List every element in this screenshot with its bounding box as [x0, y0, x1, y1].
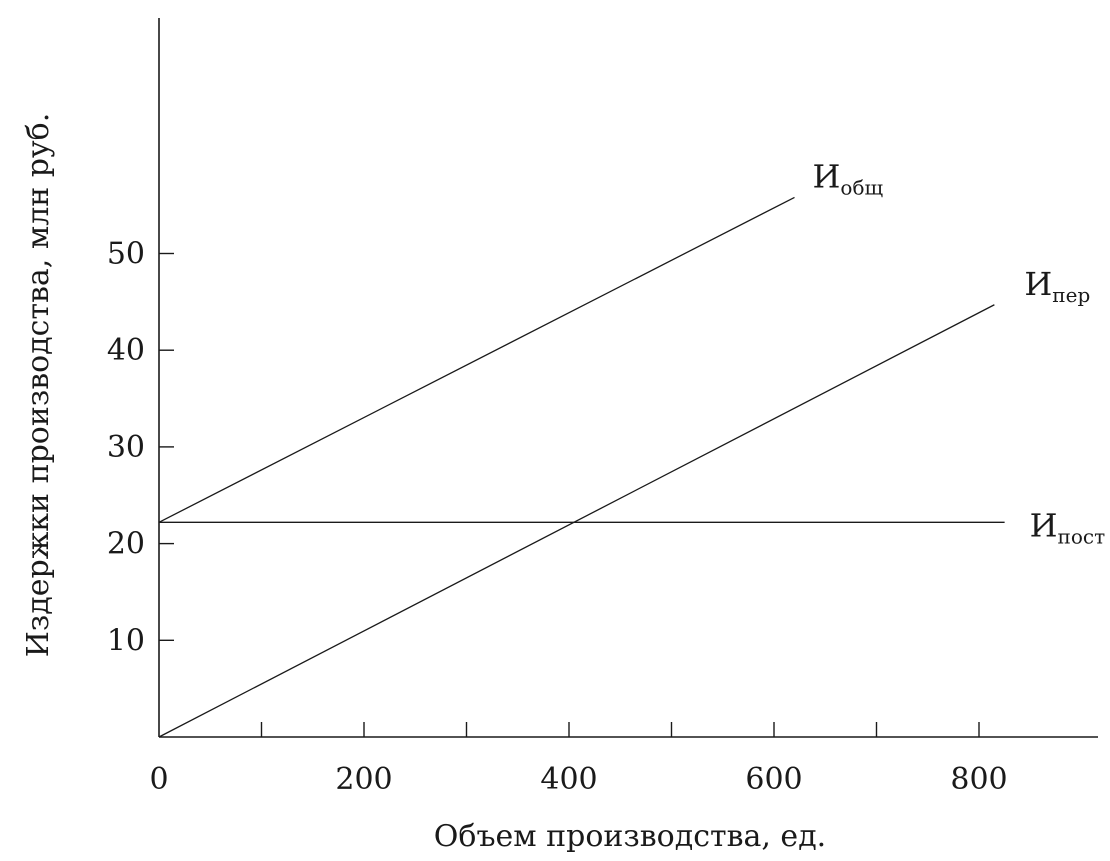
- y-tick-label: 30: [107, 430, 145, 465]
- x-tick-label: 600: [745, 762, 802, 797]
- y-tick-label: 50: [107, 237, 145, 272]
- series-label-пер: Ипер: [1024, 265, 1090, 307]
- x-tick-label: 400: [540, 762, 597, 797]
- series-labels: Иобщ Ипер Ипост: [813, 157, 1106, 548]
- y-axis-title: Издержки производства, млн руб.: [21, 113, 56, 658]
- x-tick-label: 200: [335, 762, 392, 797]
- y-tick-label: 40: [107, 333, 145, 368]
- series-label-общ: Иобщ: [813, 157, 884, 199]
- ticks: 0 200 400 600 800 10 20 30 40 50: [107, 237, 1008, 798]
- series-label-пост: Ипост: [1030, 506, 1106, 548]
- series-lines: [158, 196, 1005, 738]
- axes: [158, 18, 1098, 738]
- series-line-общ: [158, 196, 795, 523]
- series-line-пер: [158, 304, 995, 738]
- x-tick-label: 0: [149, 762, 168, 797]
- y-tick-label: 20: [107, 527, 145, 562]
- y-tick-label: 10: [107, 623, 145, 658]
- x-axis-title: Объем производства, ед.: [434, 819, 826, 854]
- x-tick-label: 800: [950, 762, 1007, 797]
